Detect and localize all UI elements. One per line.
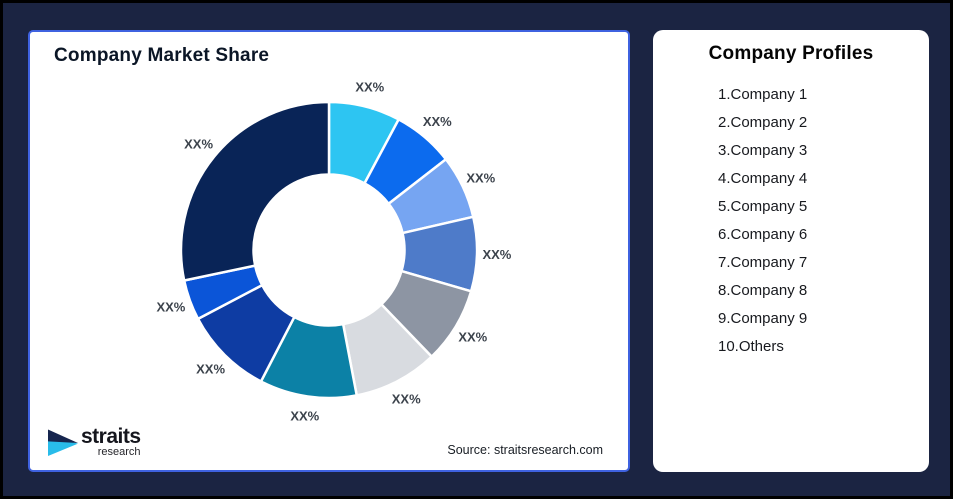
segment-label-8: XX% <box>156 299 185 314</box>
segment-label-6: XX% <box>290 409 319 424</box>
segment-label-0: XX% <box>355 80 384 95</box>
segment-label-3: XX% <box>482 247 511 262</box>
profiles-list: 1.Company 1 2.Company 2 3.Company 3 4.Co… <box>653 81 929 361</box>
list-item: 2.Company 2 <box>718 114 808 131</box>
list-item: 3.Company 3 <box>718 142 808 159</box>
logo-text: straits research <box>81 425 141 458</box>
straits-research-logo: straits research <box>48 425 141 458</box>
profiles-panel: Company Profiles 1.Company 1 2.Company 2… <box>653 30 929 472</box>
list-item: 5.Company 5 <box>718 198 808 215</box>
segment-label-7: XX% <box>196 362 225 377</box>
chart-panel: Company Market Share XX% XX% XX% XX% XX% XX% X… <box>28 30 630 472</box>
donut-segment-9 <box>179 100 331 282</box>
segment-label-4: XX% <box>458 329 487 344</box>
segment-label-2: XX% <box>466 171 495 186</box>
list-item: 1.Company 1 <box>718 86 808 103</box>
source-text: Source: straitsresearch.com <box>447 443 603 457</box>
segment-label-5: XX% <box>392 392 421 407</box>
list-item: 8.Company 8 <box>718 282 808 299</box>
segment-label-9: XX% <box>184 137 213 152</box>
list-item: 7.Company 7 <box>718 254 808 271</box>
list-item: 10.Others <box>718 338 784 355</box>
donut-chart: XX% XX% XX% XX% XX% XX% XX% XX% XX% XX% <box>156 80 511 424</box>
list-item: 4.Company 4 <box>718 170 808 187</box>
segment-label-1: XX% <box>423 114 452 129</box>
list-item: 9.Company 9 <box>718 310 808 327</box>
chart-title: Company Market Share <box>54 45 270 66</box>
logo-brand-name: straits <box>81 425 141 448</box>
profiles-title: Company Profiles <box>708 43 874 64</box>
logo-brand-subname: research <box>97 446 141 458</box>
straits-logo-icon <box>48 429 78 456</box>
list-item: 6.Company 6 <box>718 226 808 243</box>
